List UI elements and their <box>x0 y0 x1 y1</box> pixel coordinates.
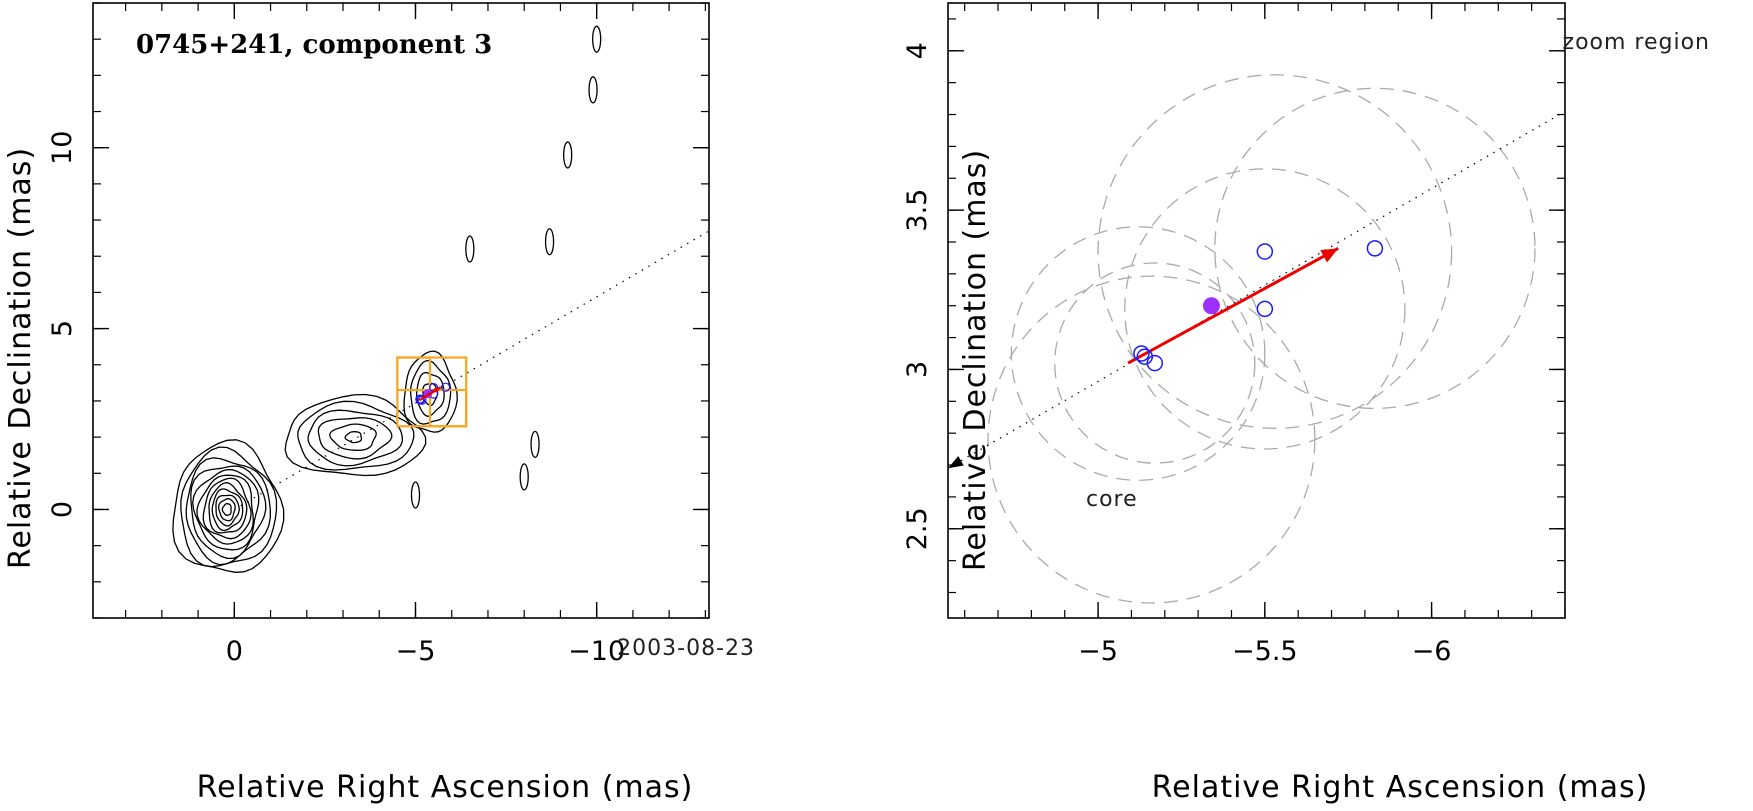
error-circle <box>1054 262 1256 464</box>
motion-vector-head <box>433 387 441 393</box>
noise-contour <box>530 430 540 459</box>
zoom-x-tick-label: −5 <box>1078 636 1118 667</box>
component-marker <box>1133 345 1150 362</box>
zoom-y-tick-label: 3.5 <box>902 189 933 232</box>
zoom-y-tick-label: 3 <box>902 361 933 378</box>
noise-contour <box>588 76 598 104</box>
contour-core <box>218 498 236 522</box>
contour-core <box>190 465 267 560</box>
component-marker <box>1146 354 1164 372</box>
noise-contour <box>465 235 475 263</box>
contour-knot-2 <box>317 417 393 460</box>
map-title: 0745+241, component 3 <box>136 30 492 60</box>
contour-component-3 <box>410 359 452 425</box>
contour-knot-2 <box>284 393 427 477</box>
contour-core <box>196 474 254 545</box>
map-panel: 0 −5 −10 0 5 10 0745+241, component 3 2003-08… <box>3 2 755 805</box>
zoom-title: zoom region <box>1563 30 1710 55</box>
error-circle <box>1124 168 1406 450</box>
error-circle <box>1010 226 1266 481</box>
contour-core <box>192 468 260 551</box>
contour-knot-2 <box>329 423 377 451</box>
zoom-frame-rect <box>947 2 1566 619</box>
map-x-tick-label: −10 <box>568 636 625 667</box>
zoom-y-axis-label: Relative Declination (mas) <box>958 149 993 571</box>
contour-knot-2 <box>307 409 403 467</box>
jet-axis-line <box>947 110 1566 469</box>
contour-component-3 <box>403 350 458 433</box>
contour-component-3 <box>415 371 445 417</box>
contour-component-3 <box>422 382 439 406</box>
zoom-panel: −5 −5.5 −6 2.5 3 3.5 4 zoom region core Relati… <box>902 2 1710 805</box>
map-frame <box>92 2 710 619</box>
zoom-x-tick-label: −5.5 <box>1232 636 1298 667</box>
component-marker <box>417 395 427 405</box>
component-marker <box>1256 300 1274 318</box>
component-marker <box>440 382 451 392</box>
zoom-box <box>396 356 432 392</box>
contour-knot-2 <box>297 400 415 471</box>
contour-core <box>180 446 278 568</box>
map-y-tick-label: 5 <box>47 320 78 337</box>
map-x-tick-label: −5 <box>396 636 436 667</box>
map-y-tick-label: 0 <box>47 501 78 518</box>
error-circle <box>1097 74 1453 429</box>
contour-core <box>211 488 244 532</box>
noise-contour <box>592 25 602 53</box>
zoom-x-axis-label: Relative Right Ascension (mas) <box>1152 770 1649 805</box>
map-x-axis-label: Relative Right Ascension (mas) <box>197 770 694 805</box>
map-ticks: 0 −5 −10 0 5 10 <box>47 2 709 667</box>
map-x-tick-label: 0 <box>226 636 243 667</box>
noise-contour <box>410 481 421 509</box>
zoom-x-tick-label: −6 <box>1412 636 1452 667</box>
error-circle <box>987 275 1316 604</box>
observation-date: 2003-08-23 <box>617 636 755 661</box>
zoom-y-tick-label: 2.5 <box>902 507 933 550</box>
jet-axis <box>234 230 710 510</box>
zoom-frame <box>947 2 1566 619</box>
zoom-ticks: −5 −5.5 −6 2.5 3 3.5 4 <box>902 3 1566 667</box>
motion-vector-head <box>1320 248 1339 263</box>
component-markers <box>415 382 451 405</box>
noise-contour <box>519 463 529 491</box>
map-y-axis-label: Relative Declination (mas) <box>3 147 38 569</box>
zoom-y-tick-label: 4 <box>902 42 933 59</box>
component-markers <box>1127 240 1384 372</box>
component-marker <box>1366 240 1384 257</box>
core-annotation: core <box>1086 487 1138 512</box>
jet-axis <box>947 110 1566 469</box>
contour-core <box>172 439 285 573</box>
contour-core <box>221 503 232 516</box>
motion-vector <box>1127 247 1339 365</box>
contour-core <box>185 457 271 566</box>
contour-core <box>208 482 248 534</box>
error-circles <box>987 74 1536 604</box>
noise-contour <box>563 141 573 169</box>
noise-contour <box>544 228 555 256</box>
contour-core <box>215 494 240 527</box>
contour-core <box>202 477 252 540</box>
jet-axis-line <box>234 230 710 510</box>
mean-position-marker <box>1202 297 1220 315</box>
component-marker <box>1256 243 1274 260</box>
contour-knot-2 <box>344 431 363 444</box>
map-frame-rect <box>92 2 710 619</box>
error-circle <box>1214 87 1536 410</box>
contour-map <box>172 25 602 573</box>
map-y-tick-label: 10 <box>47 131 78 165</box>
